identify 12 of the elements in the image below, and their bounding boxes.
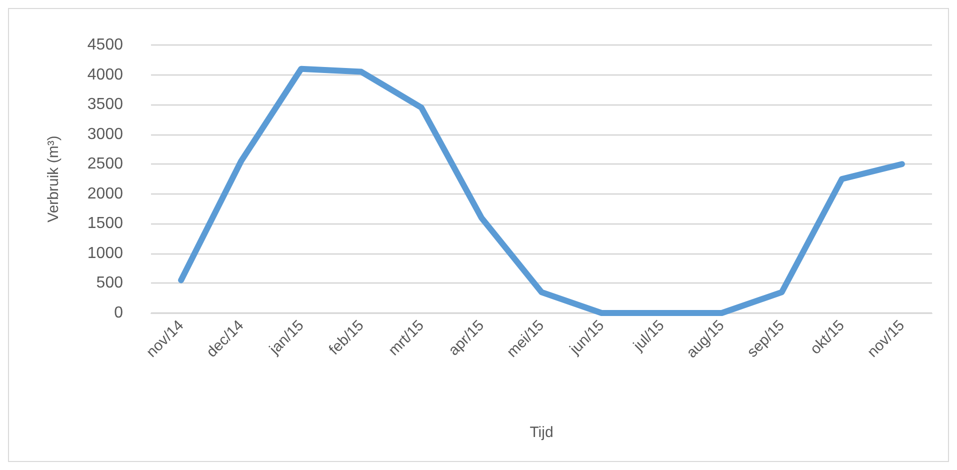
- y-tick-label: 500: [96, 274, 124, 292]
- x-axis-title: Tijd: [530, 424, 554, 441]
- y-tick-label: 1500: [87, 215, 124, 232]
- y-tick-label: 3500: [87, 96, 124, 114]
- y-tick-label: 4000: [87, 66, 124, 84]
- y-axis-title: Verbruik (m³): [45, 136, 62, 222]
- y-tick-label: 2000: [87, 185, 124, 202]
- y-tick-label: 4500: [87, 36, 124, 54]
- y-tick-label: 3000: [87, 126, 124, 143]
- y-tick-label: 2500: [87, 156, 124, 173]
- y-tick-label: 1000: [87, 244, 124, 262]
- y-tick-label: 0: [114, 304, 124, 322]
